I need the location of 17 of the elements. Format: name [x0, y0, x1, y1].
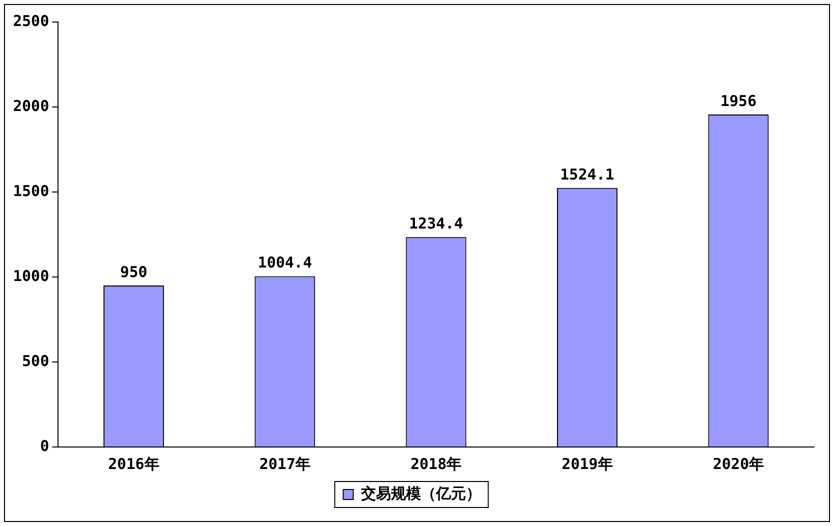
data-label: 1004.4 [258, 254, 312, 272]
data-label: 1956 [720, 92, 756, 110]
y-tick-label: 1000 [13, 266, 50, 285]
y-tick-label: 0 [40, 436, 50, 455]
y-tick-label: 500 [22, 352, 50, 370]
y-tick-label: 1500 [13, 182, 50, 200]
legend-label: 交易规模（亿元） [360, 484, 481, 502]
x-tick-label: 2020年 [712, 454, 764, 473]
data-label: 950 [120, 262, 148, 281]
data-label: 1524.1 [560, 165, 614, 184]
x-tick-label: 2019年 [562, 454, 613, 473]
x-tick-label: 2017年 [259, 454, 310, 473]
y-tick-label: 2500 [13, 12, 50, 30]
y-tick-label: 2000 [13, 96, 50, 115]
x-tick-label: 2016年 [108, 454, 160, 473]
x-tick-label: 2018年 [410, 454, 462, 473]
data-label: 1234.4 [408, 214, 464, 233]
